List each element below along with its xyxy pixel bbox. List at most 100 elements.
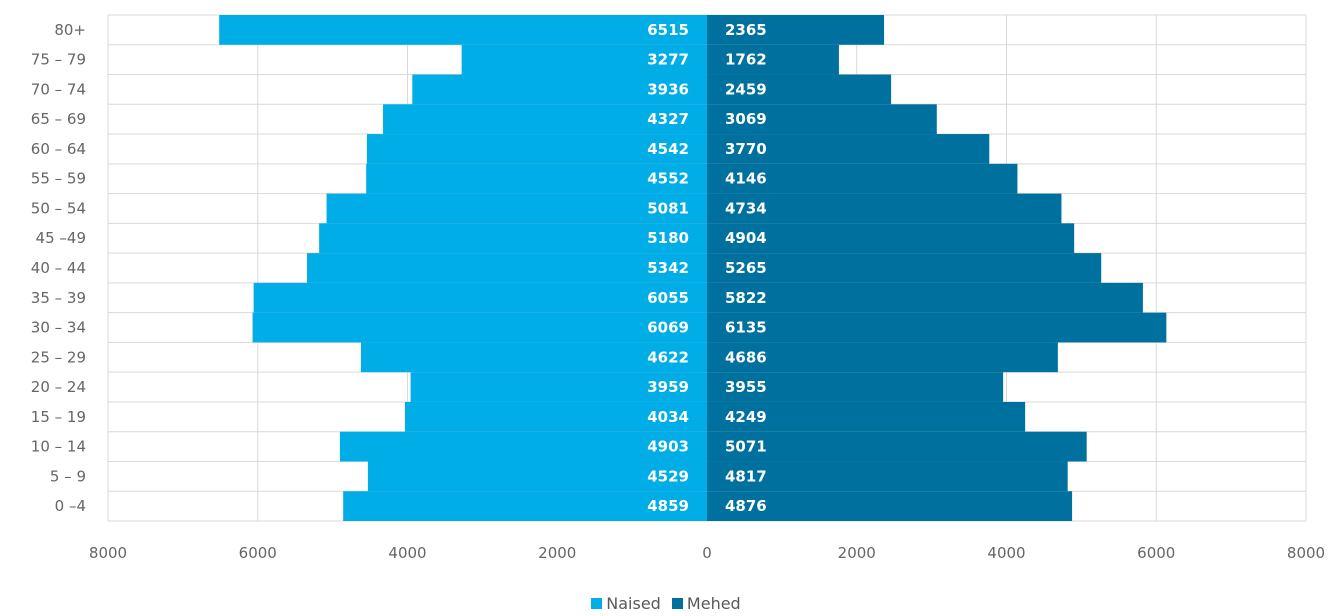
bar-naised <box>410 372 707 402</box>
bar-mehed <box>707 253 1102 283</box>
bar-naised <box>343 491 707 521</box>
bar-naised <box>219 15 707 45</box>
data-label-naised: 4529 <box>647 467 689 485</box>
data-label-naised: 4542 <box>647 140 689 158</box>
legend-swatch-mehed <box>671 598 683 609</box>
y-tick-label: 65 – 69 <box>31 110 86 128</box>
bar-naised <box>253 282 707 313</box>
legend-item-naised: Naised <box>591 594 661 613</box>
data-label-mehed: 5071 <box>725 438 767 456</box>
x-tick-label: 4000 <box>388 544 426 562</box>
data-label-naised: 4622 <box>647 348 689 366</box>
legend-label-mehed: Mehed <box>686 594 741 613</box>
legend-item-mehed: Mehed <box>671 594 741 613</box>
legend: Naised Mehed <box>0 594 1332 613</box>
data-label-mehed: 6135 <box>725 319 767 337</box>
bar-mehed <box>707 312 1167 343</box>
data-label-naised: 5180 <box>647 229 689 247</box>
y-tick-label: 50 – 54 <box>31 199 86 217</box>
y-tick-label: 45 –49 <box>36 229 86 247</box>
bar-mehed <box>707 461 1068 492</box>
bar-mehed <box>707 104 937 135</box>
y-tick-label: 75 – 79 <box>31 51 86 69</box>
data-label-naised: 5342 <box>647 259 689 277</box>
y-tick-label: 60 – 64 <box>31 140 86 158</box>
data-label-naised: 6515 <box>647 21 689 39</box>
bar-naised <box>404 401 707 432</box>
bar-naised <box>366 163 707 194</box>
data-label-mehed: 2365 <box>725 21 767 39</box>
data-label-naised: 4552 <box>647 170 689 188</box>
data-label-naised: 3277 <box>647 51 689 69</box>
x-tick-label: 2000 <box>838 544 876 562</box>
x-tick-label: 8000 <box>1287 544 1325 562</box>
y-tick-label: 35 – 39 <box>31 289 86 307</box>
data-label-mehed: 4734 <box>725 199 767 217</box>
bar-naised <box>366 134 707 164</box>
x-tick-label: 6000 <box>239 544 277 562</box>
bar-naised <box>360 342 707 373</box>
bar-naised <box>326 193 707 224</box>
x-tick-label: 8000 <box>89 544 127 562</box>
bar-mehed <box>707 134 990 164</box>
bar-naised <box>412 74 707 105</box>
y-tick-label: 55 – 59 <box>31 170 86 188</box>
bar-mehed <box>707 223 1075 254</box>
bar-mehed <box>707 342 1058 373</box>
data-label-mehed: 2459 <box>725 80 767 98</box>
data-label-mehed: 4249 <box>725 408 767 426</box>
data-label-mehed: 4817 <box>725 467 767 485</box>
data-label-mehed: 5822 <box>725 289 767 307</box>
x-tick-label: 0 <box>702 544 712 562</box>
legend-label-naised: Naised <box>606 594 661 613</box>
bar-mehed <box>707 44 839 75</box>
bar-naised <box>367 461 707 492</box>
bar-naised <box>252 312 707 343</box>
data-label-naised: 4859 <box>647 497 689 515</box>
y-tick-label: 0 –4 <box>55 497 86 515</box>
bar-naised <box>307 253 707 283</box>
data-label-mehed: 5265 <box>725 259 767 277</box>
bar-naised <box>383 104 707 135</box>
data-label-naised: 4034 <box>647 408 689 426</box>
data-label-mehed: 4876 <box>725 497 767 515</box>
data-label-naised: 5081 <box>647 199 689 217</box>
data-label-naised: 6055 <box>647 289 689 307</box>
y-tick-label: 80+ <box>54 21 86 39</box>
data-label-mehed: 3069 <box>725 110 767 128</box>
y-tick-label: 5 – 9 <box>50 467 86 485</box>
bar-mehed <box>707 431 1087 462</box>
y-tick-label: 70 – 74 <box>31 80 86 98</box>
y-tick-label: 25 – 29 <box>31 348 86 366</box>
data-label-naised: 3936 <box>647 80 689 98</box>
bar-mehed <box>707 282 1143 313</box>
y-tick-label: 15 – 19 <box>31 408 86 426</box>
population-pyramid-chart: 4859 4876 0 –4 4529 4817 5 – 9 4903 5071 10 – 14… <box>31 14 1325 562</box>
y-tick-label: 10 – 14 <box>31 438 86 456</box>
bar-mehed <box>707 193 1062 224</box>
data-label-mehed: 4686 <box>725 348 767 366</box>
bar-mehed <box>707 15 885 45</box>
data-label-mehed: 4146 <box>725 170 767 188</box>
bar-mehed <box>707 163 1018 194</box>
bar-mehed <box>707 401 1026 432</box>
bar-mehed <box>707 491 1073 521</box>
x-tick-label: 2000 <box>538 544 576 562</box>
y-tick-label: 40 – 44 <box>31 259 86 277</box>
y-tick-label: 20 – 24 <box>31 378 86 396</box>
data-label-mehed: 3770 <box>725 140 767 158</box>
bar-mehed <box>707 74 892 105</box>
bar-naised <box>461 44 707 75</box>
data-label-naised: 4903 <box>647 438 689 456</box>
data-label-mehed: 1762 <box>725 51 767 69</box>
data-label-mehed: 4904 <box>725 229 767 247</box>
x-tick-label: 4000 <box>987 544 1025 562</box>
data-label-naised: 6069 <box>647 319 689 337</box>
x-tick-label: 6000 <box>1137 544 1175 562</box>
y-tick-label: 30 – 34 <box>31 319 86 337</box>
data-label-naised: 4327 <box>647 110 689 128</box>
data-label-mehed: 3955 <box>725 378 767 396</box>
bar-naised <box>339 431 707 462</box>
bar-naised <box>319 223 707 254</box>
data-label-naised: 3959 <box>647 378 689 396</box>
